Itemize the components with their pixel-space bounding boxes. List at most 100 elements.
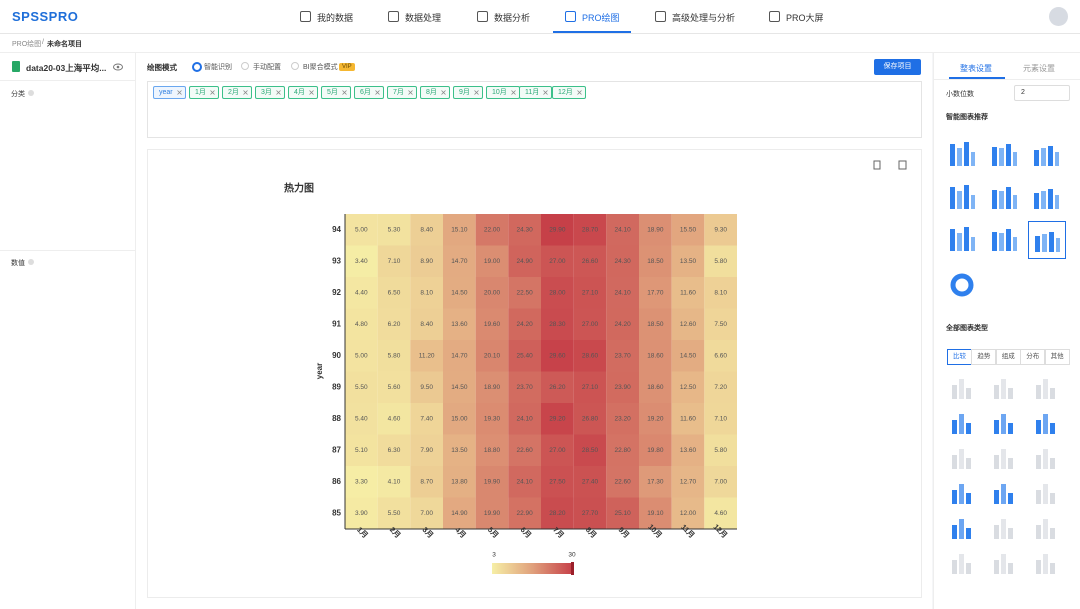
tag[interactable]: 4月	[288, 86, 318, 99]
tag[interactable]: 12月	[552, 86, 586, 99]
heat-cell	[345, 434, 378, 466]
export-icon[interactable]	[898, 160, 907, 170]
chart-type-icon[interactable]	[990, 445, 1018, 471]
type-tab[interactable]: 比较	[947, 349, 972, 365]
cell-label: 24.10	[517, 478, 534, 485]
chart-type-icon[interactable]	[1028, 136, 1064, 172]
chart-type-icon[interactable]	[986, 136, 1022, 172]
mode-option[interactable]: BI聚合模式	[303, 64, 338, 71]
chart-type-icon[interactable]	[990, 375, 1018, 401]
chart-type-icon[interactable]	[948, 515, 976, 541]
tag-close[interactable]	[243, 90, 248, 95]
chart-type-icon[interactable]	[990, 515, 1018, 541]
tag[interactable]: 8月	[420, 86, 450, 99]
chart-type-icon[interactable]	[990, 550, 1018, 576]
chart-type-icon[interactable]	[948, 375, 976, 401]
type-tab[interactable]: 组成	[995, 349, 1021, 365]
chart-type-icon[interactable]	[1032, 480, 1060, 506]
tab[interactable]: 元素设置	[1023, 64, 1055, 73]
logo[interactable]: SPSSPRO	[12, 9, 79, 24]
heat-cell	[377, 245, 411, 277]
save-button[interactable]: 保存项目	[874, 59, 921, 75]
nav-item[interactable]: 我的数据	[317, 13, 354, 23]
tag[interactable]: 11月	[519, 86, 553, 99]
heat-cell	[443, 466, 476, 498]
nav-item[interactable]: PRO大屏	[786, 13, 824, 23]
decimal-select[interactable]: 2	[1014, 85, 1070, 101]
tag-close[interactable]	[375, 90, 380, 95]
chart-type-icon[interactable]	[948, 410, 976, 436]
heat-cell	[345, 245, 378, 277]
copy-icon[interactable]	[873, 160, 881, 170]
tag[interactable]: 2月	[222, 86, 252, 99]
avatar[interactable]	[1049, 7, 1068, 26]
tag[interactable]: 7月	[387, 86, 417, 99]
section-title[interactable]: 全部图表类型	[946, 325, 988, 332]
chart-type-icon[interactable]	[1032, 550, 1060, 576]
mode-option[interactable]: 手动配置	[253, 64, 281, 71]
chart-type-icon[interactable]	[948, 480, 976, 506]
tag-close[interactable]	[408, 90, 413, 95]
tag-close[interactable]	[176, 90, 182, 95]
tag[interactable]: year	[153, 86, 186, 99]
chart-type-icon[interactable]	[1028, 221, 1066, 259]
chart-type-icon[interactable]	[944, 267, 980, 303]
breadcrumb-parent[interactable]: PRO绘图	[12, 41, 42, 48]
tag-close[interactable]	[511, 90, 516, 95]
tag[interactable]: 1月	[189, 86, 219, 99]
tag-close[interactable]	[342, 90, 347, 95]
tag[interactable]: 9月	[453, 86, 483, 99]
mode-option[interactable]: 智能识别	[204, 64, 232, 71]
chart-type-icon[interactable]	[1032, 375, 1060, 401]
chart-type-icon[interactable]	[1028, 179, 1064, 215]
section-title[interactable]: 智能图表推荐	[946, 114, 988, 121]
nav-item[interactable]: 高级处理与分析	[672, 13, 736, 23]
tag[interactable]: 3月	[255, 86, 285, 99]
heat-cell	[573, 308, 607, 340]
chart-type-icon[interactable]	[990, 410, 1018, 436]
nav-item[interactable]: 数据分析	[494, 13, 531, 23]
chart-type-icon[interactable]	[986, 179, 1022, 215]
type-tab[interactable]: 分布	[1020, 349, 1046, 365]
cell-label: 5.50	[388, 510, 401, 517]
tag-close[interactable]	[474, 90, 479, 95]
tag-close[interactable]	[543, 90, 549, 95]
cell-label: 27.40	[582, 478, 599, 485]
nav-item[interactable]: 数据处理	[405, 13, 442, 23]
cell-label: 17.30	[647, 478, 664, 485]
chart-type-icon[interactable]	[944, 179, 980, 215]
tag-close[interactable]	[276, 90, 281, 95]
cell-label: 27.70	[582, 510, 599, 517]
heat-cell	[704, 371, 737, 403]
tab[interactable]: 整表设置	[960, 64, 992, 73]
chart-type-icon[interactable]	[1032, 515, 1060, 541]
tag-close[interactable]	[210, 90, 215, 95]
tag[interactable]: 6月	[354, 86, 384, 99]
chart-type-icon[interactable]	[944, 221, 980, 257]
chart-type-icon[interactable]	[948, 445, 976, 471]
tag[interactable]: 5月	[321, 86, 351, 99]
radio[interactable]	[291, 62, 299, 70]
cell-label: 5.50	[355, 384, 368, 391]
chart-type-icon[interactable]	[986, 221, 1022, 257]
nav-icon	[565, 11, 576, 22]
cell-label: 19.80	[647, 447, 664, 454]
cell-label: 28.30	[549, 321, 566, 328]
tag-close[interactable]	[441, 90, 446, 95]
nav-item[interactable]: PRO绘图	[582, 13, 620, 23]
eye-icon[interactable]	[113, 63, 123, 71]
chart-type-icon[interactable]	[990, 480, 1018, 506]
radio[interactable]	[241, 62, 249, 70]
tag-close[interactable]	[577, 90, 582, 95]
file-name[interactable]: data20-03上海平均...	[26, 63, 107, 73]
chart-type-icon[interactable]	[948, 550, 976, 576]
tag[interactable]: 10月	[486, 86, 520, 99]
type-tab[interactable]: 趋势	[971, 349, 997, 365]
tag-close[interactable]	[309, 90, 314, 95]
radio[interactable]	[192, 62, 202, 72]
chart-type-icon[interactable]	[1032, 410, 1060, 436]
chart-type-icon[interactable]	[1032, 445, 1060, 471]
type-tab[interactable]: 其他	[1044, 349, 1070, 365]
cell-label: 19.10	[647, 510, 664, 517]
chart-type-icon[interactable]	[944, 136, 980, 172]
